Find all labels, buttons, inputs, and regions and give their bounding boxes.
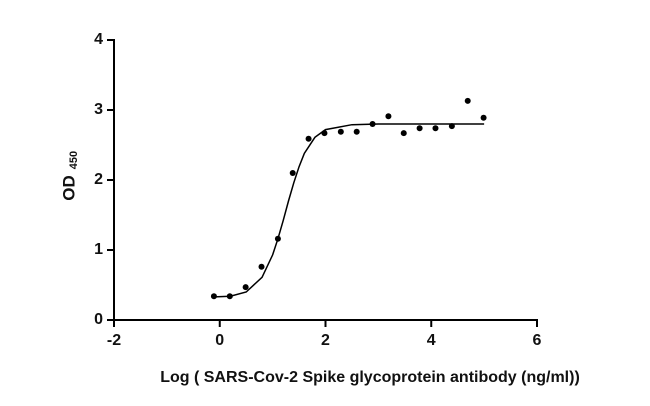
y-tick-label: 3 <box>94 101 103 118</box>
data-point <box>321 130 328 137</box>
data-point <box>226 293 233 300</box>
data-point <box>369 121 376 127</box>
x-tick-label: 4 <box>427 332 436 349</box>
y-axis-label: OD <box>59 175 78 201</box>
data-point <box>274 235 281 242</box>
data-point <box>432 125 439 132</box>
data-point <box>464 97 471 104</box>
data-point <box>242 284 249 291</box>
y-tick-label: 0 <box>94 311 103 328</box>
data-point <box>258 263 265 270</box>
data-point <box>353 128 360 135</box>
x-axis-label: Log ( SARS-Cov-2 Spike glycoprotein anti… <box>160 369 580 386</box>
data-point <box>305 135 312 142</box>
data-point <box>448 123 455 130</box>
data-point <box>385 113 392 120</box>
y-axis-label-subscript: 450 <box>68 151 80 169</box>
x-tick-label: 0 <box>215 332 224 349</box>
y-tick-label: 4 <box>94 31 103 48</box>
data-point <box>289 170 296 176</box>
data-point <box>400 130 407 137</box>
y-tick-label: 2 <box>94 171 103 188</box>
x-tick-label: 2 <box>321 332 330 349</box>
data-point <box>337 128 344 135</box>
data-point <box>480 114 487 121</box>
x-tick-label: 6 <box>533 332 542 349</box>
y-tick-label: 1 <box>94 241 103 258</box>
x-tick-label: -2 <box>107 332 121 349</box>
data-point <box>416 125 423 132</box>
fit-curve <box>214 123 485 298</box>
y-axis-label-group: OD 450 <box>59 151 79 201</box>
data-point <box>210 293 217 300</box>
